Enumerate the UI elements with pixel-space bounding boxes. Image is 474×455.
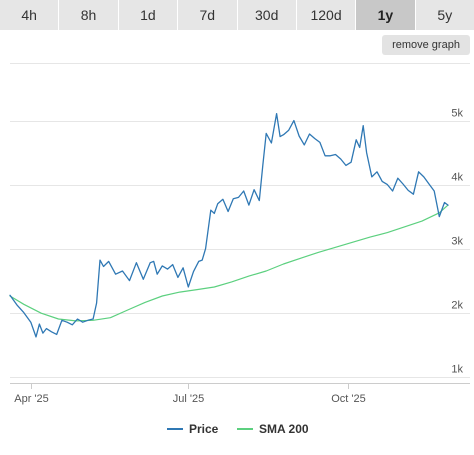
legend-item-sma[interactable]: SMA 200 (237, 418, 309, 440)
sma-200-series-line (9, 204, 449, 322)
tab-1y[interactable]: 1y (356, 0, 416, 30)
tab-30d[interactable]: 30d (237, 0, 297, 30)
x-tick-label: Jul '25 (173, 393, 204, 405)
time-range-tabs: 4h 8h 1d 7d 30d 120d 1y 5y (0, 0, 474, 30)
y-tick-label: 1k (451, 364, 463, 376)
y-tick-label: 5k (451, 108, 463, 120)
tab-7d[interactable]: 7d (178, 0, 238, 30)
chart-series (9, 112, 449, 338)
y-tick-label: 4k (451, 172, 463, 184)
tab-5y[interactable]: 5y (415, 0, 474, 30)
legend-label-price: Price (189, 422, 219, 436)
tab-1d[interactable]: 1d (118, 0, 179, 30)
legend-swatch-price (167, 428, 183, 430)
remove-graph-button[interactable]: remove graph (382, 35, 470, 55)
tab-120d[interactable]: 120d (296, 0, 357, 30)
legend-item-price[interactable]: Price (167, 418, 218, 440)
legend-swatch-sma (237, 428, 253, 430)
tab-8h[interactable]: 8h (59, 0, 119, 30)
y-tick-label: 2k (451, 300, 463, 312)
chart-grid (10, 63, 470, 378)
x-tick-label: Apr '25 (14, 393, 49, 405)
chart-axes: 1k 2k 3k 4k 5k Apr '25 Jul '25 Oct '25 (10, 108, 470, 405)
price-series-line (9, 112, 449, 338)
y-tick-label: 3k (451, 236, 463, 248)
legend-label-sma: SMA 200 (259, 422, 309, 436)
x-tick-label: Oct '25 (331, 393, 366, 405)
tab-4h[interactable]: 4h (0, 0, 60, 30)
chart-legend: Price SMA 200 (0, 418, 474, 440)
